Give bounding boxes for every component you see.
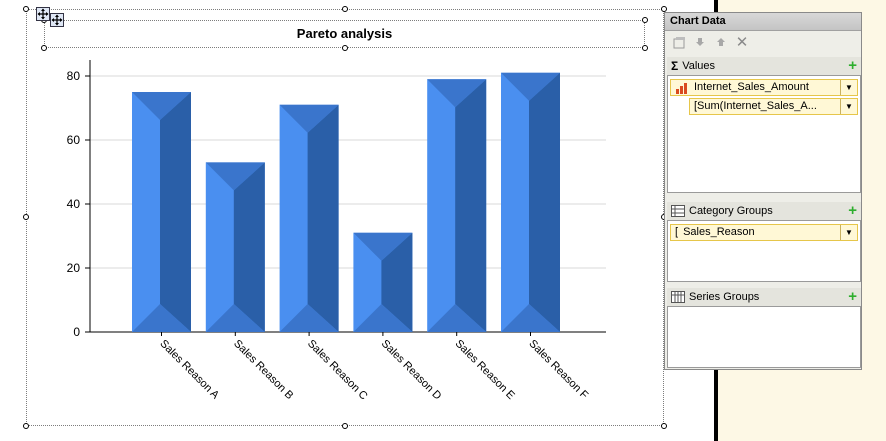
y-tick-label: 40 — [67, 197, 81, 211]
values-list: Internet_Sales_Amount ▼ [Sum(Internet_Sa… — [667, 75, 861, 193]
bar[interactable] — [427, 79, 487, 332]
category-group-row[interactable]: [ Sales_Reason ▼ — [670, 224, 858, 241]
series-groups-section: Series Groups + — [667, 288, 861, 368]
chart-resize-handle-tl[interactable] — [23, 6, 29, 12]
title-resize-handle-br[interactable] — [642, 45, 648, 51]
y-tick-label: 60 — [67, 133, 81, 147]
category-label: Sales Reason D — [379, 338, 444, 403]
category-group-field: Sales_Reason — [683, 226, 755, 238]
category-groups-header: Category Groups + — [667, 202, 861, 220]
values-section-header: Σ Values + — [667, 57, 861, 75]
values-section-label: Values — [682, 60, 716, 72]
category-label: Sales Reason C — [305, 338, 370, 403]
move-handle-icon[interactable] — [50, 13, 64, 27]
series-groups-icon — [671, 291, 685, 303]
series-groups-label: Series Groups — [689, 291, 760, 303]
value-expression-dropdown-icon[interactable]: ▼ — [840, 99, 857, 114]
sigma-icon: Σ — [671, 59, 679, 73]
chart-resize-handle-bm[interactable] — [342, 423, 348, 429]
move-up-icon[interactable] — [713, 34, 729, 50]
value-field-row[interactable]: Internet_Sales_Amount ▼ — [670, 79, 858, 96]
chart-title[interactable]: Pareto analysis — [296, 26, 393, 41]
chart-resize-handle-tr[interactable] — [661, 6, 667, 12]
bar[interactable] — [501, 72, 560, 333]
group-bracket-icon: [ — [675, 226, 679, 238]
category-label: Sales Reason E — [453, 338, 517, 402]
value-field-dropdown-icon[interactable]: ▼ — [840, 80, 857, 95]
title-resize-handle-tr[interactable] — [642, 17, 648, 23]
category-label: Sales Reason A — [157, 338, 221, 402]
y-tick-label: 0 — [73, 325, 80, 339]
bar[interactable] — [205, 162, 265, 332]
bar[interactable] — [279, 104, 339, 332]
chart-resize-handle-tm[interactable] — [342, 6, 348, 12]
y-tick-label: 80 — [67, 69, 81, 83]
series-groups-list — [667, 306, 861, 368]
title-resize-handle-bm[interactable] — [342, 45, 348, 51]
value-expression: [Sum(Internet_Sales_A... — [694, 100, 817, 112]
bar-chart-icon — [676, 82, 687, 94]
bar[interactable] — [132, 92, 191, 332]
bar[interactable] — [353, 232, 413, 332]
chart-data-toolbar: ✕ — [665, 31, 861, 53]
category-groups-list: [ Sales_Reason ▼ — [667, 220, 861, 282]
category-groups-section: Category Groups + [ Sales_Reason ▼ — [667, 202, 861, 282]
values-section: Σ Values + Internet_Sales_Amount ▼ [Sum(… — [667, 57, 861, 193]
title-resize-handle-bl[interactable] — [41, 45, 47, 51]
chart-resize-handle-ml[interactable] — [23, 214, 29, 220]
category-label: Sales Reason B — [231, 338, 295, 402]
y-tick-label: 20 — [67, 261, 81, 275]
category-label: Sales Reason F — [526, 338, 590, 402]
properties-icon[interactable] — [671, 34, 687, 50]
add-category-group-icon[interactable]: + — [848, 202, 857, 219]
chart-data-pane-title: Chart Data — [665, 13, 861, 31]
value-expression-row[interactable]: [Sum(Internet_Sales_A... ▼ — [689, 98, 858, 115]
chart-resize-handle-bl[interactable] — [23, 423, 29, 429]
category-group-dropdown-icon[interactable]: ▼ — [840, 225, 857, 240]
add-series-group-icon[interactable]: + — [848, 288, 857, 305]
category-groups-label: Category Groups — [689, 205, 773, 217]
report-design-surface — [0, 0, 714, 441]
delete-icon[interactable]: ✕ — [735, 34, 749, 51]
value-field-name: Internet_Sales_Amount — [694, 81, 809, 93]
add-value-icon[interactable]: + — [848, 57, 857, 74]
move-down-icon[interactable] — [692, 34, 708, 50]
move-handle-icon[interactable] — [36, 7, 50, 21]
category-groups-icon — [671, 205, 685, 217]
chart-resize-handle-br[interactable] — [661, 423, 667, 429]
series-groups-header: Series Groups + — [667, 288, 861, 306]
chart-data-pane: Chart Data ✕ Σ Values + Internet_Sale — [664, 12, 862, 370]
